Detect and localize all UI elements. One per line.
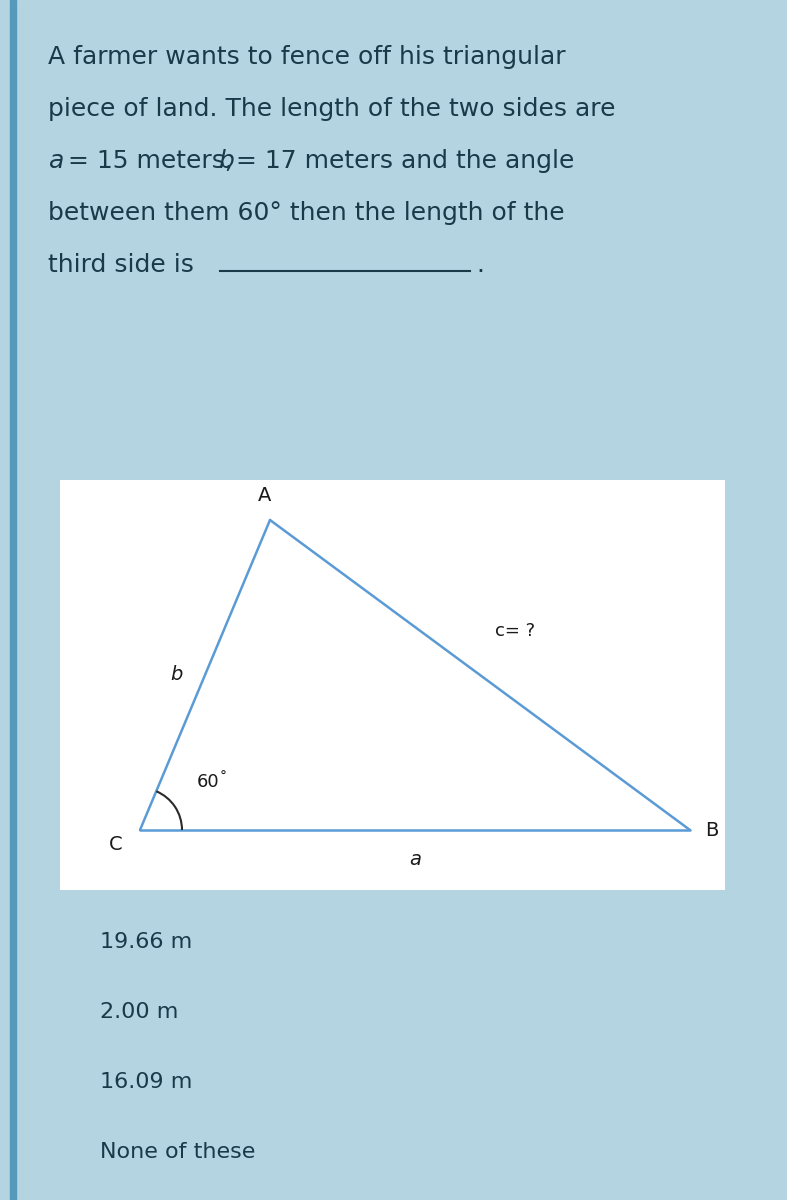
Text: piece of land. The length of the two sides are: piece of land. The length of the two sid… [48, 97, 615, 121]
Text: A farmer wants to fence off his triangular: A farmer wants to fence off his triangul… [48, 44, 566, 68]
Text: b: b [171, 666, 183, 684]
Text: C: C [109, 835, 122, 854]
Text: 2.00 m: 2.00 m [100, 1002, 179, 1022]
Text: a: a [409, 850, 421, 869]
Text: c= ?: c= ? [495, 622, 535, 640]
Text: $a$: $a$ [48, 149, 64, 173]
Bar [10, 0, 16, 1200]
Text: between them 60° then the length of the: between them 60° then the length of the [48, 200, 564, 226]
Text: None of these: None of these [100, 1142, 255, 1162]
Text: B: B [705, 821, 719, 840]
Text: = 17 meters and the angle: = 17 meters and the angle [236, 149, 575, 173]
Bar [60, 480, 725, 890]
Text: A: A [258, 486, 272, 505]
Text: .: . [476, 253, 484, 277]
Text: 19.66 m: 19.66 m [100, 932, 192, 952]
Text: $b$: $b$ [218, 149, 235, 173]
Text: third side is: third side is [48, 253, 194, 277]
Text: °: ° [220, 769, 227, 784]
Text: 60: 60 [197, 773, 220, 791]
Text: = 15 meters,: = 15 meters, [68, 149, 241, 173]
Text: 16.09 m: 16.09 m [100, 1072, 192, 1092]
